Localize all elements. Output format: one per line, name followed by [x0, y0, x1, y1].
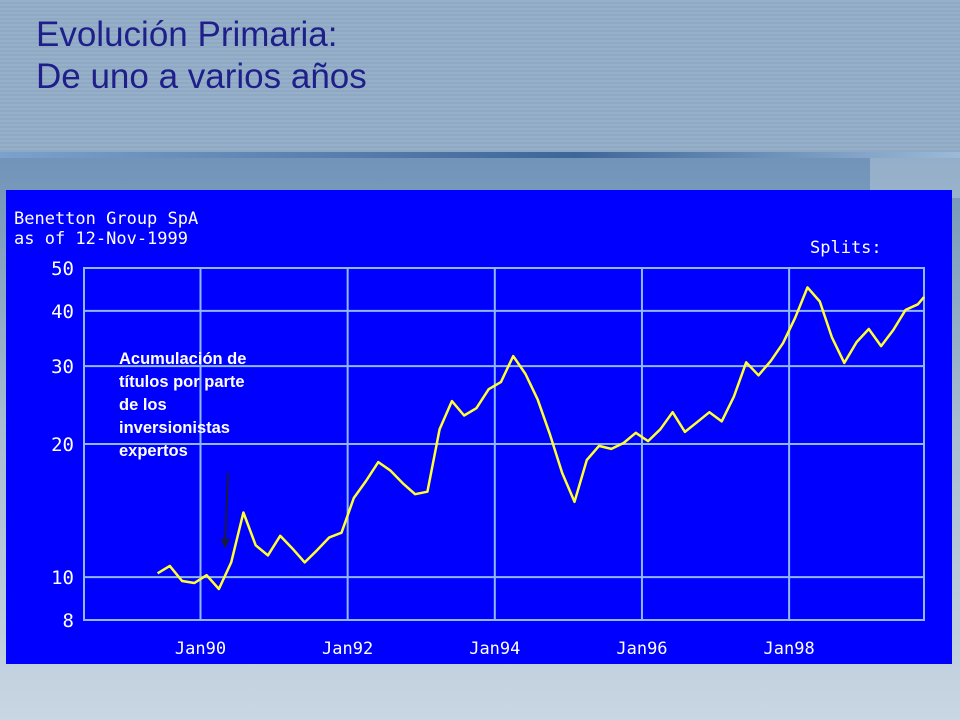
y-tick-label: 40 — [51, 301, 74, 323]
slide-title-line-2: De uno a varios años — [36, 57, 367, 96]
y-tick-label: 50 — [51, 258, 74, 280]
annotation-arrow-head — [220, 538, 231, 549]
x-tick-label: Jan90 — [175, 639, 226, 659]
splits-label: Splits: — [810, 238, 882, 258]
annotation-text-line: títulos por parte — [119, 373, 245, 391]
chart-canvas: Benetton Group SpA as of 12-Nov-1999 Spl… — [14, 209, 925, 659]
price-series-line — [156, 286, 925, 591]
annotation-arrow-line — [224, 472, 229, 545]
annotation-text-line: Acumulación de — [119, 350, 246, 368]
slide-title: Evolución Primaria: De uno a varios años — [36, 14, 367, 98]
x-axis-ticks: Jan90 Jan92 Jan94 Jan96 Jan98 — [175, 639, 815, 659]
y-axis-ticks: 50 40 30 20 10 8 — [51, 258, 74, 632]
chart-subtitle: as of 12-Nov-1999 — [14, 229, 188, 249]
x-tick-label: Jan92 — [322, 639, 373, 659]
annotation-text-line: inversionistas — [119, 419, 230, 437]
stock-chart: Benetton Group SpA as of 12-Nov-1999 Spl… — [6, 190, 952, 664]
header-divider — [0, 152, 960, 158]
x-tick-label: Jan98 — [764, 639, 815, 659]
y-tick-label: 8 — [63, 610, 74, 632]
title-banner — [0, 0, 960, 152]
y-tick-label: 30 — [51, 356, 74, 378]
x-tick-label: Jan94 — [469, 639, 520, 659]
annotation-text-line: expertos — [119, 442, 188, 460]
y-tick-label: 20 — [51, 434, 74, 456]
x-tick-label: Jan96 — [616, 639, 667, 659]
slide-title-line-1: Evolución Primaria: — [36, 15, 338, 54]
grid-lines — [84, 267, 924, 621]
annotation: Acumulación de títulos por parte de los inv… — [119, 350, 246, 549]
annotation-text-line: de los — [119, 396, 167, 414]
y-tick-label: 10 — [51, 567, 74, 589]
chart-title: Benetton Group SpA — [14, 209, 198, 229]
